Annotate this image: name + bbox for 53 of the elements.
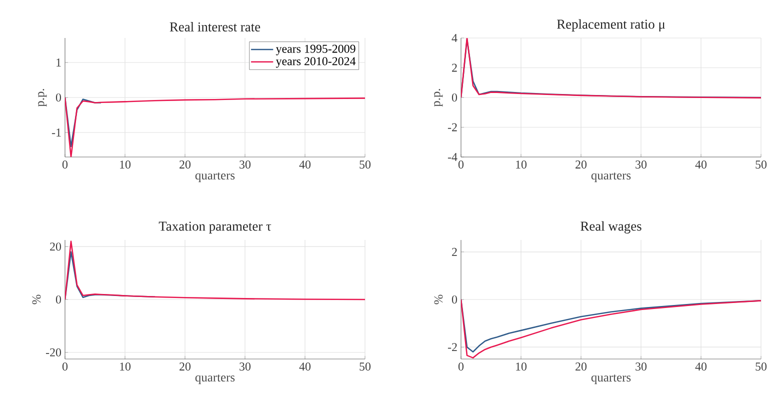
x-tick-label: 50 [360, 362, 371, 371]
x-tick-label: 30 [636, 160, 647, 169]
y-tick-label: 20 [50, 242, 62, 251]
y-tick-label: 0 [452, 93, 458, 102]
x-tick-label: 20 [576, 362, 587, 371]
x-tick-label: 10 [120, 362, 131, 371]
chart-title: Replacement ratio μ [557, 19, 665, 32]
x-tick-label: 20 [576, 160, 587, 169]
y-tick-label: 2 [452, 248, 457, 256]
x-tick-label: 10 [516, 362, 527, 371]
chart-title: Taxation parameter τ [158, 222, 272, 234]
x-axis-title: quarters [591, 172, 631, 182]
x-tick-label: 10 [120, 160, 131, 169]
y-axis-title: p.p. [38, 88, 47, 107]
x-tick-label: 20 [180, 362, 191, 371]
x-tick-label: 40 [695, 362, 707, 371]
y-axis-title: % [434, 294, 443, 304]
y-tick-label: -2 [448, 123, 457, 132]
y-axis-title: % [32, 294, 41, 304]
x-tick-label: 50 [756, 362, 767, 371]
chart-title: Real wages [580, 221, 642, 234]
x-tick-label: 30 [240, 160, 251, 169]
x-tick-label: 0 [62, 160, 68, 169]
y-tick-label: -2 [448, 343, 457, 352]
x-tick-label: 0 [62, 362, 68, 371]
y-tick-label: 0 [56, 295, 62, 304]
y-tick-label: 0 [56, 93, 62, 102]
x-axis-title: quarters [195, 172, 235, 182]
legend-label: years 1995-2009 [276, 44, 356, 56]
x-tick-label: 50 [756, 160, 767, 169]
y-tick-label: 2 [452, 64, 457, 72]
x-tick-label: 40 [695, 160, 707, 169]
y-axis-title: p.p. [434, 88, 443, 107]
y-tick-label: 1 [56, 58, 61, 66]
x-tick-label: 0 [458, 160, 464, 169]
line-series [65, 240, 366, 300]
x-axis-title: quarters [195, 374, 235, 384]
y-tick-label: -4 [448, 153, 458, 161]
x-tick-label: 30 [240, 362, 251, 371]
y-tick-label: 4 [452, 34, 458, 42]
chart-title: Real interest rate [170, 22, 260, 32]
x-tick-label: 50 [360, 160, 371, 169]
x-tick-label: 0 [458, 362, 464, 371]
x-tick-label: 20 [180, 160, 191, 169]
y-tick-label: 0 [452, 295, 458, 304]
x-tick-label: 30 [636, 362, 647, 371]
x-tick-label: 40 [299, 160, 311, 169]
x-axis-title: quarters [591, 374, 631, 384]
x-tick-label: 40 [299, 362, 311, 371]
legend-label: years 2010-2024 [276, 57, 356, 68]
x-tick-label: 10 [516, 160, 527, 169]
y-tick-label: -1 [52, 128, 61, 136]
y-tick-label: -20 [46, 348, 62, 356]
